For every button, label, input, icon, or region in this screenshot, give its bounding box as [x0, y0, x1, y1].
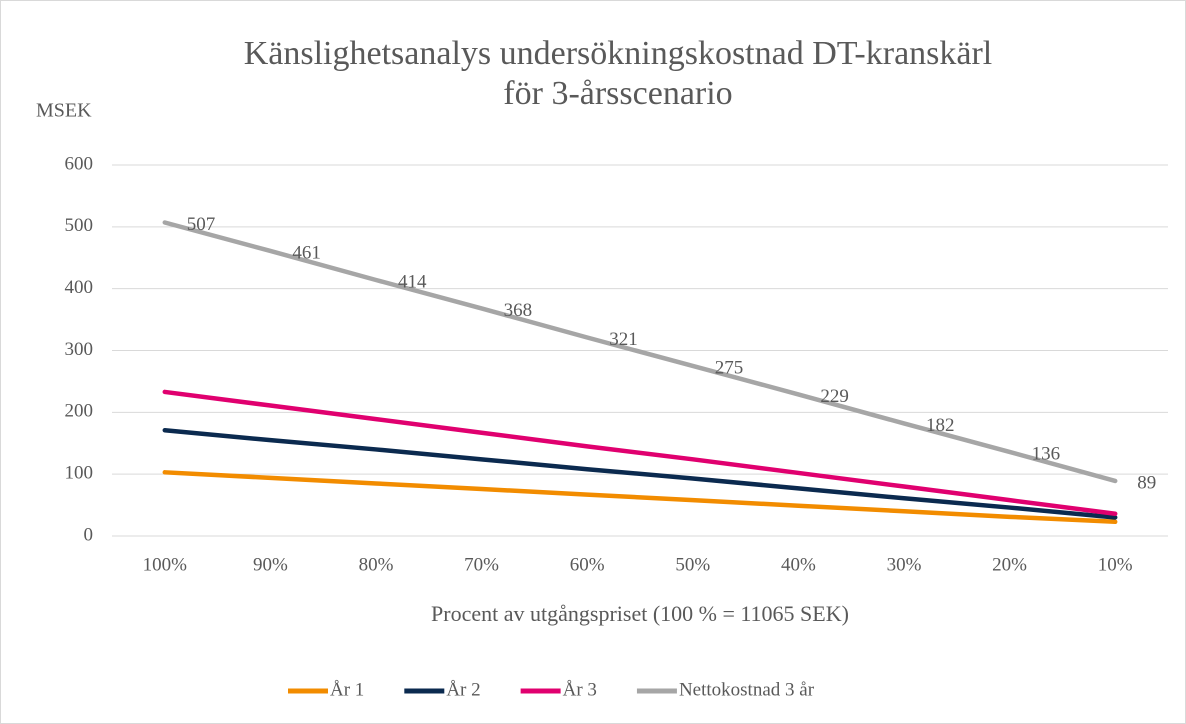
data-label: 414 — [398, 271, 427, 292]
legend-label: År 1 — [330, 679, 364, 700]
x-tick-label: 100% — [143, 554, 188, 575]
legend-label: År 3 — [563, 679, 597, 700]
y-tick-label: 0 — [84, 524, 94, 545]
x-tick-label: 80% — [359, 554, 394, 575]
x-tick-label: 40% — [781, 554, 816, 575]
data-label: 229 — [820, 386, 849, 407]
x-tick-label: 50% — [675, 554, 710, 575]
y-axis-label: MSEK — [36, 100, 92, 122]
y-tick-label: 400 — [65, 277, 94, 298]
data-label: 275 — [715, 357, 744, 378]
chart-title: för 3-årsscenario — [503, 75, 732, 112]
series-line — [162, 470, 1118, 525]
data-label: 321 — [609, 329, 638, 350]
series-line — [162, 428, 1118, 520]
data-label: 461 — [292, 242, 321, 263]
series-line — [162, 389, 1118, 516]
series-line — [162, 220, 1118, 484]
x-tick-label: 70% — [464, 554, 499, 575]
y-tick-label: 600 — [65, 153, 94, 174]
legend-label: År 2 — [446, 679, 480, 700]
x-tick-label: 60% — [570, 554, 605, 575]
y-tick-label: 200 — [65, 401, 94, 422]
y-tick-label: 500 — [65, 215, 94, 236]
data-label: 89 — [1137, 472, 1156, 493]
x-tick-label: 90% — [253, 554, 288, 575]
y-tick-label: 300 — [65, 339, 94, 360]
y-tick-label: 100 — [65, 463, 94, 484]
x-tick-label: 10% — [1098, 554, 1133, 575]
x-tick-label: 30% — [887, 554, 922, 575]
data-label: 136 — [1032, 443, 1061, 464]
chart-title: Känslighetsanalys undersökningskostnad D… — [244, 35, 993, 72]
data-label: 368 — [504, 300, 532, 321]
data-label: 507 — [187, 214, 216, 235]
data-label: 182 — [926, 415, 955, 436]
legend-label: Nettokostnad 3 år — [679, 679, 815, 700]
x-axis-label: Procent av utgångspriset (100 % = 11065 … — [431, 601, 849, 626]
x-tick-label: 20% — [992, 554, 1027, 575]
